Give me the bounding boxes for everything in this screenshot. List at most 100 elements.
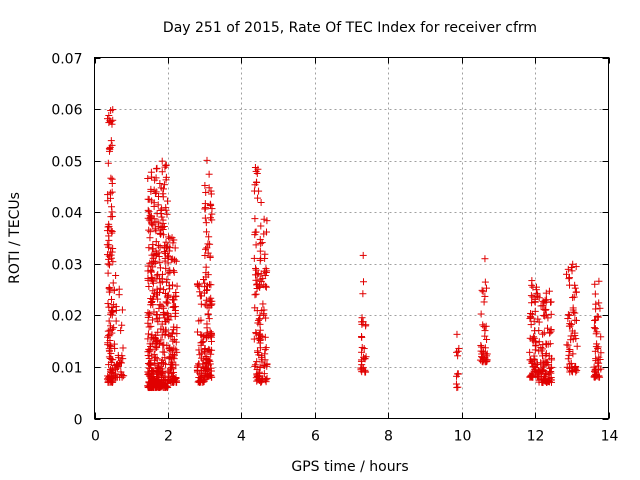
- data-point: [159, 219, 167, 227]
- data-point: [118, 371, 126, 379]
- data-point: [476, 356, 484, 364]
- data-point: [147, 301, 155, 309]
- data-point: [201, 372, 209, 380]
- data-point: [358, 333, 366, 341]
- data-point: [144, 174, 152, 182]
- data-point: [119, 355, 127, 363]
- data-point: [196, 351, 204, 359]
- data-point: [262, 282, 270, 290]
- data-point: [144, 335, 152, 343]
- data-point: [115, 354, 123, 362]
- data-point: [169, 326, 177, 334]
- data-point: [203, 244, 211, 252]
- data-point: [169, 303, 177, 311]
- data-point: [202, 188, 210, 196]
- data-point: [592, 300, 600, 308]
- data-point: [572, 263, 580, 271]
- data-point: [592, 330, 600, 338]
- data-point: [261, 250, 269, 258]
- data-point: [203, 286, 211, 294]
- data-point: [169, 376, 177, 384]
- data-point: [195, 317, 203, 325]
- data-point: [148, 352, 156, 360]
- data-point: [535, 294, 543, 302]
- data-point: [106, 261, 114, 269]
- data-point: [477, 310, 485, 318]
- data-point: [108, 141, 116, 149]
- data-point: [144, 383, 152, 391]
- data-point: [197, 341, 205, 349]
- data-point: [562, 270, 570, 278]
- data-point: [531, 298, 539, 306]
- data-point: [361, 366, 369, 374]
- data-point: [591, 317, 599, 325]
- data-point: [111, 344, 119, 352]
- data-point: [592, 343, 600, 351]
- data-point: [145, 226, 153, 234]
- data-point: [259, 300, 267, 308]
- data-point: [144, 206, 152, 214]
- data-point: [256, 247, 264, 255]
- data-point: [159, 193, 167, 201]
- data-point: [162, 238, 170, 246]
- data-point: [597, 349, 605, 357]
- data-point: [154, 218, 162, 226]
- data-point: [481, 344, 489, 352]
- data-point: [260, 215, 268, 223]
- data-point: [107, 174, 115, 182]
- data-point: [535, 318, 543, 326]
- data-point: [592, 357, 600, 365]
- data-point: [573, 342, 581, 350]
- data-point: [103, 227, 111, 235]
- data-point: [547, 325, 555, 333]
- data-point: [104, 197, 112, 205]
- data-point: [110, 286, 118, 294]
- data-point: [358, 343, 366, 351]
- data-point: [203, 228, 211, 236]
- data-point: [205, 315, 213, 323]
- data-point: [537, 344, 545, 352]
- data-point: [148, 220, 156, 228]
- data-point: [208, 337, 216, 345]
- data-point: [478, 350, 486, 358]
- data-point: [564, 311, 572, 319]
- data-point: [528, 299, 536, 307]
- data-point: [117, 327, 125, 335]
- data-point: [359, 290, 367, 298]
- data-point: [154, 295, 162, 303]
- data-point: [530, 317, 538, 325]
- data-point: [108, 329, 116, 337]
- data-point: [165, 282, 173, 290]
- y-tick-label: 0.06: [51, 103, 82, 119]
- data-point: [568, 327, 576, 335]
- data-point: [542, 377, 550, 385]
- data-point: [596, 304, 604, 312]
- data-point: [207, 371, 215, 379]
- data-point: [205, 304, 213, 312]
- data-point: [105, 220, 113, 228]
- x-tick-label: 8: [384, 429, 393, 445]
- data-point: [253, 366, 261, 374]
- data-point: [104, 260, 112, 268]
- data-point: [454, 352, 462, 360]
- data-point: [162, 206, 170, 214]
- data-point: [146, 234, 154, 242]
- data-point: [164, 291, 172, 299]
- data-point: [156, 179, 164, 187]
- data-point: [104, 269, 112, 277]
- y-tick-labels: 0 0.01 0.02 0.03 0.04 0.05 0.06 0.07: [51, 52, 82, 429]
- data-point: [149, 287, 157, 295]
- y-tick-label: 0.07: [51, 52, 82, 68]
- data-point: [362, 322, 370, 330]
- data-point: [482, 284, 490, 292]
- data-point: [548, 356, 556, 364]
- data-point: [173, 330, 181, 338]
- data-point: [594, 313, 602, 321]
- data-point: [148, 251, 156, 259]
- data-point: [256, 275, 264, 283]
- data-point: [108, 188, 116, 196]
- data-point: [159, 341, 167, 349]
- data-point: [252, 167, 260, 175]
- data-point: [164, 233, 172, 241]
- data-point: [546, 364, 554, 372]
